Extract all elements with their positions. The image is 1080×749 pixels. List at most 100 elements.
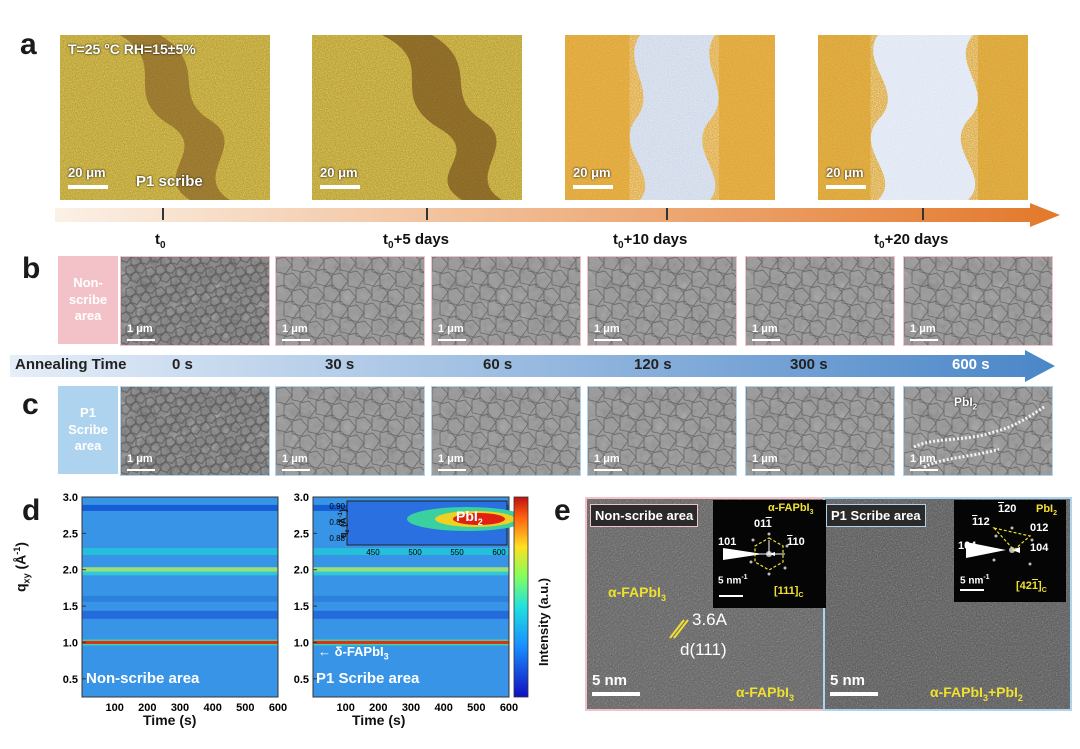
p1-scribe-heatmap-label: P1 Scribe area [316, 670, 420, 687]
tem-left-scale: 5 nm [592, 672, 628, 689]
panel-label-c: c [22, 388, 39, 421]
inset-pbi2-label: PbI2 [456, 508, 483, 527]
sem-scale-label: 1 μm [127, 453, 153, 465]
sem-scale-label: 1 μm [594, 453, 620, 465]
fft-right-spot-120: 120 [998, 503, 1017, 515]
colorbar-label: Intensity (a.u.) [536, 577, 551, 666]
d-spacing-label: 3.6A [692, 610, 727, 629]
timeline-tick [666, 208, 668, 220]
fft-right-spot-104b: 104 [1030, 542, 1049, 554]
scalebar [826, 185, 866, 189]
heatmap-band [82, 504, 278, 511]
fft-left [713, 500, 826, 608]
sem-scale-label: 1 μm [282, 323, 308, 335]
sem-scalebar [127, 469, 155, 471]
sem-image: 1 μm PbI2 [903, 386, 1053, 476]
heatmap-band [313, 548, 509, 556]
inset-x-tick: 550 [450, 548, 464, 557]
fft-right-zone: [421]C [1016, 580, 1047, 595]
heatmap-band [313, 567, 509, 573]
timeline-label-t0: t0 [155, 231, 166, 251]
sem-scalebar [594, 469, 622, 471]
y-tick-label: 2.0 [294, 565, 309, 577]
y-tick-label: 1.0 [294, 637, 309, 649]
sem-scalebar [127, 339, 155, 341]
heatmap-band [313, 595, 509, 602]
tem-left-phase: α-FAPbI3 [736, 684, 794, 703]
inset-x-tick: 500 [408, 548, 422, 557]
lattice-marker [669, 619, 689, 639]
x-tick-label: 200 [138, 702, 156, 714]
heatmap-band [313, 571, 509, 576]
time-arrow [55, 203, 1060, 227]
sem-image: 1 μm [275, 256, 425, 346]
x-tick-label: 500 [236, 702, 254, 714]
sem-image: 1 μm [120, 386, 270, 476]
inset-y-tick: 0.88 [329, 534, 345, 543]
heatmap-band [82, 610, 278, 619]
y-axis-label: qxy (Å-1) [12, 542, 32, 592]
fft-right [954, 500, 1066, 602]
non-scribe-tag: Non-scribe area [58, 256, 118, 344]
sem-scalebar [752, 469, 780, 471]
sem-scalebar [910, 339, 938, 341]
tem-left-scalebar [592, 692, 640, 696]
fft-right-title: PbI2 [1036, 503, 1058, 518]
tem-right-phase: α-FAPbI3+PbI2 [930, 684, 1023, 703]
fft-left-spot-011: 011 [754, 518, 772, 530]
y-tick-label: 2.5 [294, 528, 309, 540]
optical-image-t20: 20 μm [818, 35, 1028, 200]
y-tick-label: 3.0 [294, 492, 309, 504]
fft-right-spot-104a: 104 [958, 540, 977, 552]
sem-scalebar [594, 339, 622, 341]
p1-scribe-tag: P1 Scribe area [58, 386, 118, 474]
annealing-time-label: Annealing Time [15, 356, 127, 373]
delta-fapbi3-label: ← δ-FAPbI3 [318, 644, 389, 662]
anneal-time-0: 0 s [172, 356, 193, 373]
x-tick-label: 400 [203, 702, 221, 714]
x-tick-label: 100 [105, 702, 123, 714]
sem-image: 1 μm [431, 256, 581, 346]
fft-right-spot-012: 012 [1030, 522, 1049, 534]
sem-scalebar [438, 469, 466, 471]
inset-y-tick: 0.89 [329, 518, 345, 527]
condition-label: T=25 °C RH=15±5% [68, 41, 196, 57]
scalebar-label: 20 μm [573, 165, 611, 180]
sem-image: 1 μm [275, 386, 425, 476]
fft-right-spot-112: 112 [972, 516, 990, 528]
y-tick-label: 1.0 [63, 637, 78, 649]
x-axis-label-right: Time (s) [352, 712, 406, 728]
sem-image: 1 μm [745, 386, 895, 476]
timeline-tick [922, 208, 924, 220]
tem-right-scalebar [830, 692, 878, 696]
tem-non-scribe [585, 497, 834, 711]
panel-label-d: d [22, 494, 41, 527]
anneal-time-300: 300 s [790, 356, 828, 373]
colorbar [513, 496, 529, 698]
fft-left-zone: [111]C [774, 585, 804, 600]
inset-y-label: qz (Å-1) [338, 509, 351, 538]
y-tick-label: 1.5 [63, 601, 78, 613]
inset-x-tick: 450 [366, 548, 380, 557]
fft-left-spot-110: 110 [787, 536, 805, 548]
sem-image: 1 μm [745, 256, 895, 346]
sem-scale-label: 1 μm [752, 323, 778, 335]
sem-scale-label: 1 μm [282, 453, 308, 465]
sem-scalebar [752, 339, 780, 341]
x-axis-label-left: Time (s) [143, 712, 197, 728]
y-tick-label: 2.5 [63, 528, 78, 540]
sem-scalebar [282, 339, 310, 341]
y-tick-label: 3.0 [63, 492, 78, 504]
fft-right-scale: 5 nm-1 [960, 574, 990, 587]
heatmap-band [82, 567, 278, 573]
scalebar-label: 20 μm [68, 165, 106, 180]
p1-scribe-label: P1 scribe [136, 173, 203, 190]
scalebar [320, 185, 360, 189]
non-scribe-title: Non-scribe area [590, 504, 699, 527]
heatmap-band [313, 610, 509, 619]
anneal-time-60: 60 s [483, 356, 513, 373]
y-tick-label: 1.5 [294, 601, 309, 613]
anneal-time-120: 120 s [634, 356, 672, 373]
scalebar-label: 20 μm [320, 165, 358, 180]
x-tick-label: 300 [402, 702, 420, 714]
